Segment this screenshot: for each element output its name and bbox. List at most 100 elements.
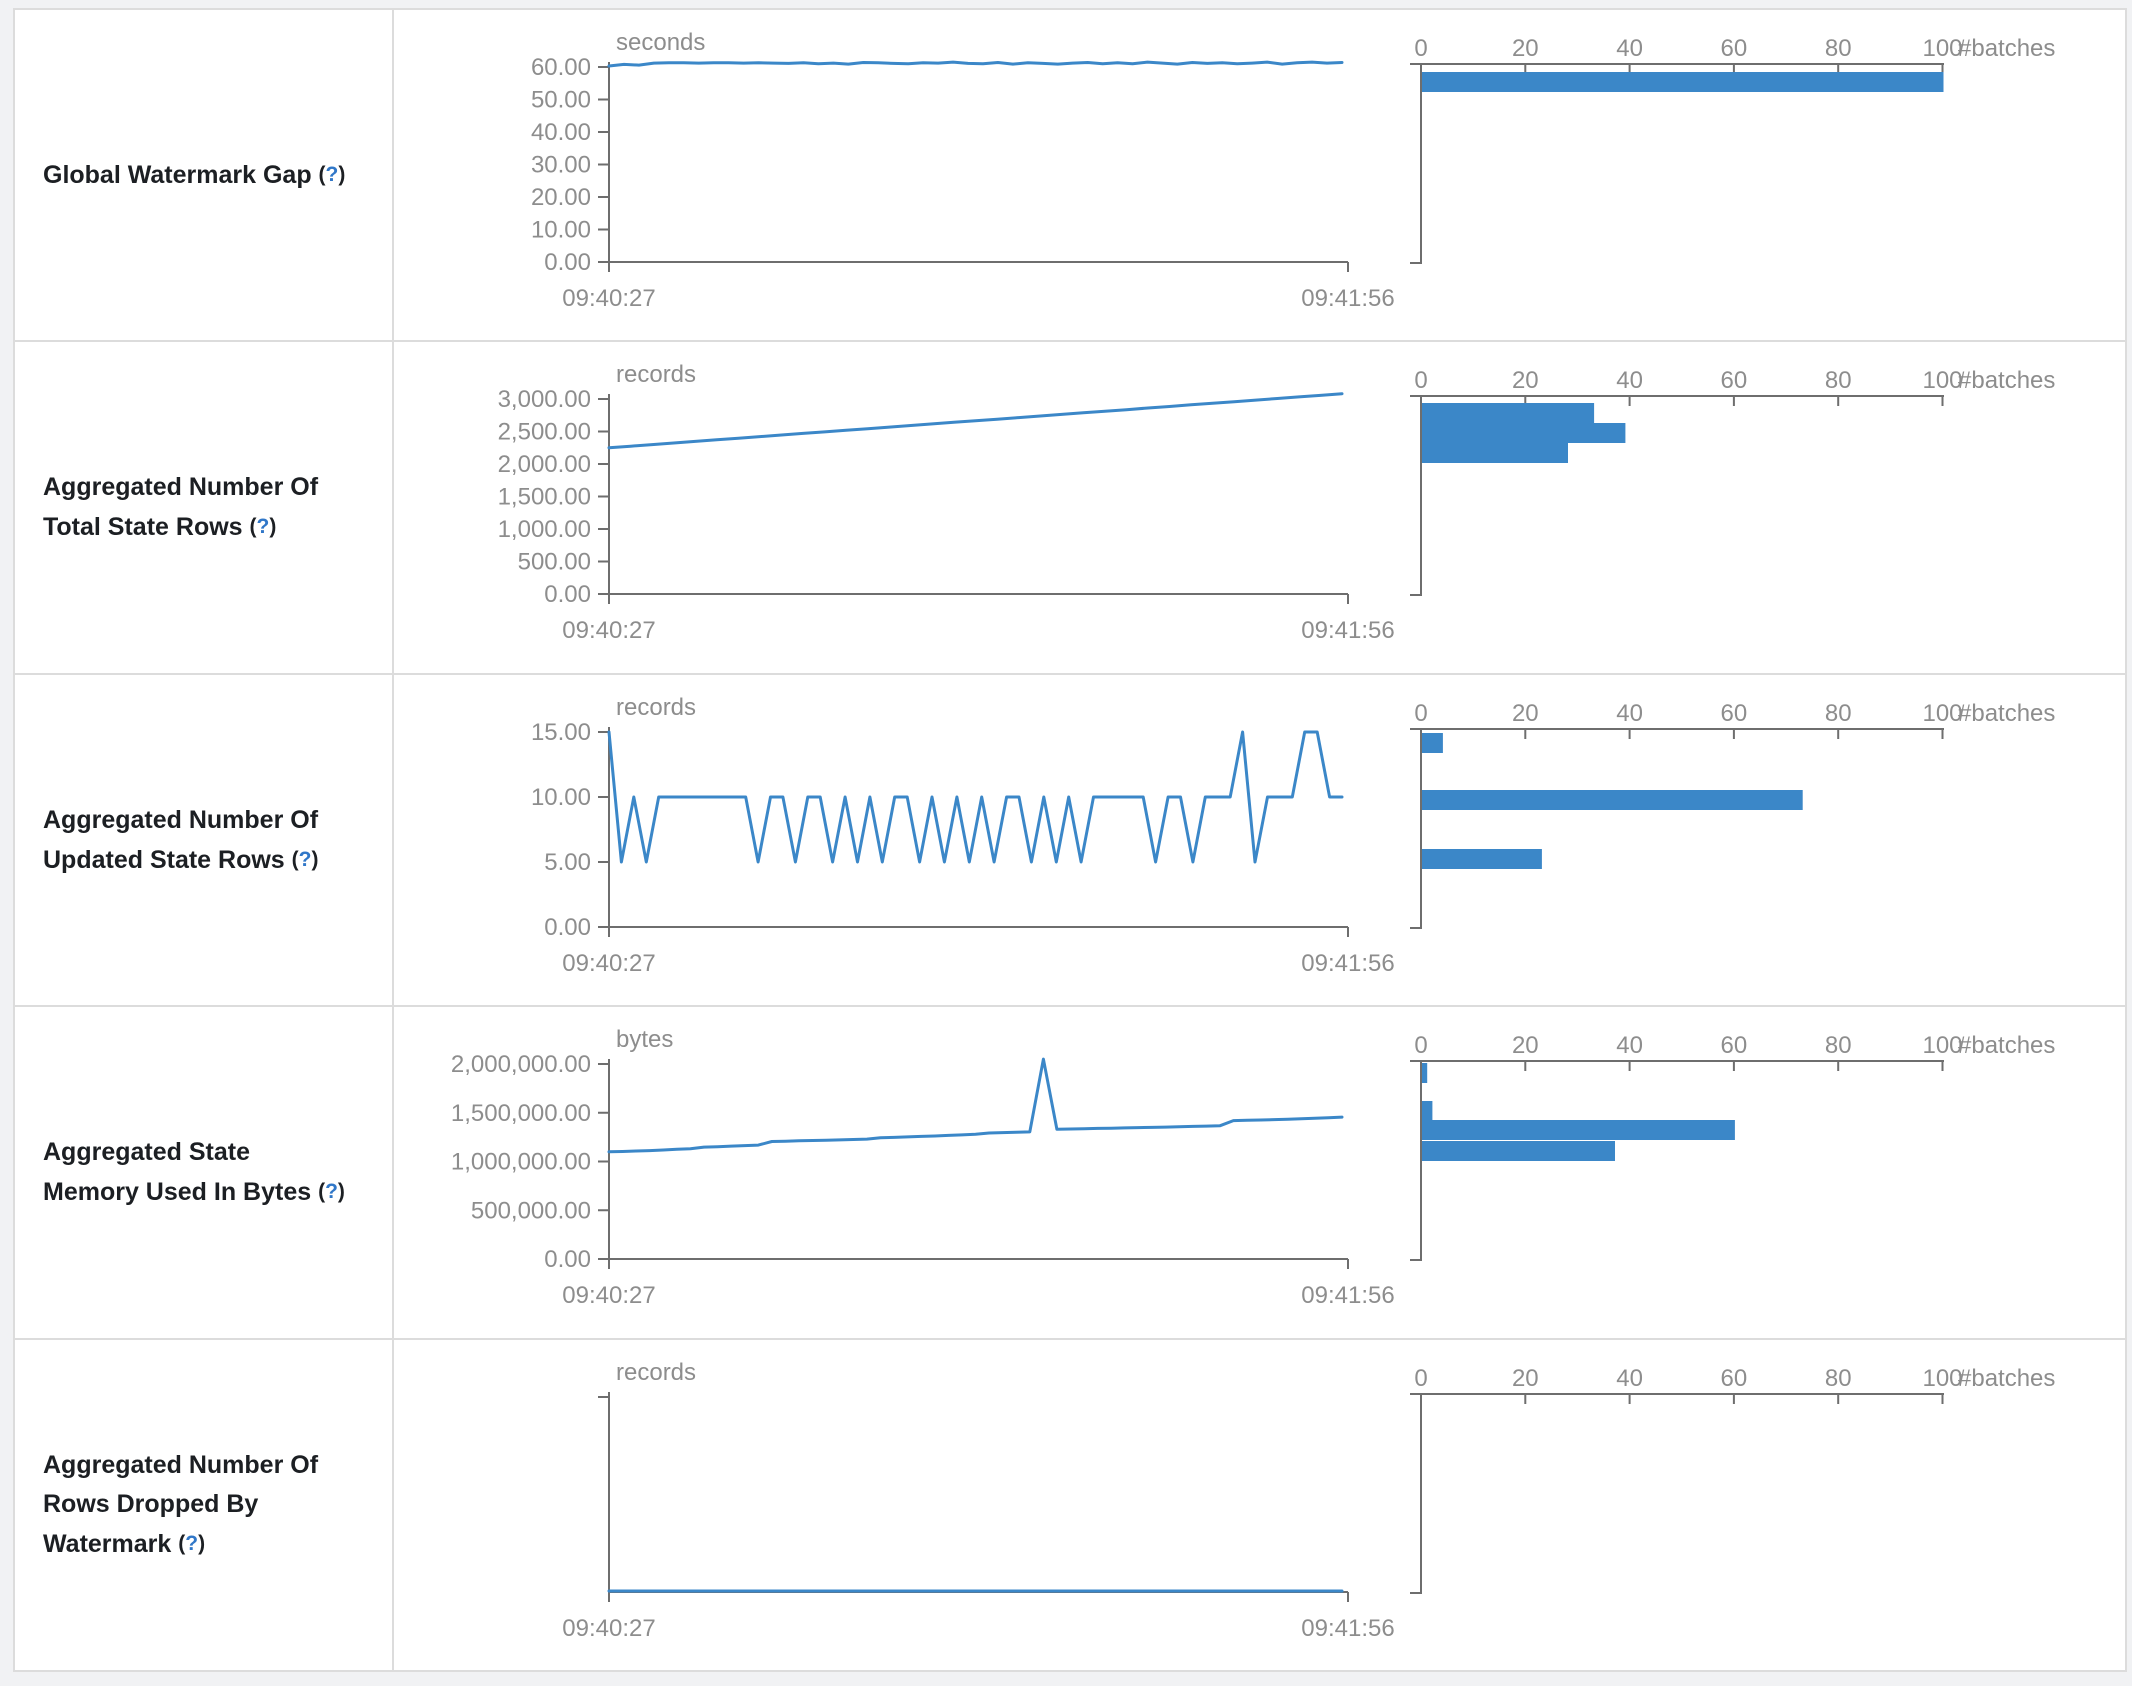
batches-tick-label: 20 xyxy=(1512,1032,1539,1059)
help-paren-close: ) xyxy=(338,163,346,187)
y-tick-label: 1,000.00 xyxy=(498,516,591,543)
metric-label: Aggregated Number Of Updated State Rows … xyxy=(43,801,347,880)
help-paren-close: ) xyxy=(337,1179,345,1203)
y-tick-label: 0.00 xyxy=(544,249,591,276)
hist-bar xyxy=(1422,789,1803,810)
batches-tick-label: 0 xyxy=(1414,1365,1427,1392)
batches-tick-label: 40 xyxy=(1616,367,1643,394)
y-tick-label: 1,000,000.00 xyxy=(451,1149,591,1176)
histogram-chart: 0 20 40 60 80 100#batches xyxy=(1410,35,2055,264)
y-tick-label: 0.00 xyxy=(544,1246,591,1273)
histogram-chart-cell: 0 20 40 60 80 100 #batches xyxy=(1404,10,2125,340)
y-axis-unit-label: records xyxy=(616,1359,696,1386)
batches-tick-label: 20 xyxy=(1512,1365,1539,1392)
batches-axis-label: #batches xyxy=(1958,700,2055,727)
batches-tick-label: 80 xyxy=(1825,367,1852,394)
batches-tick-label: 60 xyxy=(1721,1032,1748,1059)
y-tick-label: 1,500.00 xyxy=(498,484,591,511)
batches-tick-label: 0 xyxy=(1414,367,1427,394)
hist-bar xyxy=(1422,848,1542,869)
help-link[interactable]: (?) xyxy=(178,1532,205,1555)
help-question-icon[interactable]: ? xyxy=(325,1179,338,1203)
batches-tick-label: 40 xyxy=(1616,700,1643,727)
y-tick-label: 30.00 xyxy=(531,152,591,179)
help-paren-close: ) xyxy=(198,1531,206,1555)
metric-label: Global Watermark Gap (?) xyxy=(43,155,345,195)
metric-label-cell: Aggregated Number Of Updated State Rows … xyxy=(15,674,394,1006)
metric-label-cell: Aggregated Number Of Total State Rows (?… xyxy=(15,342,394,673)
batches-tick-label: 80 xyxy=(1825,1032,1852,1059)
y-axis-unit-label: records xyxy=(616,361,696,388)
x-end-label: 09:41:56 xyxy=(1301,1615,1394,1642)
histogram-chart-cell: 0 20 40 60 80 100 #batches xyxy=(1404,342,2125,672)
x-end-label: 09:41:56 xyxy=(1301,285,1394,312)
help-paren-open: ( xyxy=(291,847,299,871)
hist-bar xyxy=(1422,732,1443,753)
metric-row-aggregated-number-of-updated-state-rows: Aggregated Number Of Updated State Rows … xyxy=(15,674,2125,1008)
y-tick-label: 0.00 xyxy=(544,914,591,941)
histogram-chart: 0 20 40 60 80 100#batches xyxy=(1410,367,2055,597)
timeline-chart-cell: records 09:40:27 09:41:56 xyxy=(394,1340,1404,1670)
help-link[interactable]: (?) xyxy=(250,515,277,538)
hist-bar xyxy=(1422,1120,1735,1141)
batches-axis-label: #batches xyxy=(1958,367,2055,394)
timeline-chart-cell: records 0.00 5.00 10.00 15.00 09:40:27 09:41:5… xyxy=(394,675,1404,1005)
metric-label-text: Aggregated Number Of Total State Rows xyxy=(43,473,319,542)
help-link[interactable]: (?) xyxy=(292,848,319,871)
timeline-chart: seconds 0.00 10.00 20.00 30.00 40.00 50.00 60.0… xyxy=(531,29,1395,312)
metric-label: Aggregated Number Of Total State Rows (?… xyxy=(43,468,347,547)
x-start-label: 09:40:27 xyxy=(562,1282,655,1309)
metric-label-cell: Aggregated State Memory Used In Bytes (?… xyxy=(15,1007,394,1338)
timeline-chart: records 0.00 500.00 1,000.00 1,500.00 2,000.0… xyxy=(498,361,1395,644)
x-end-label: 09:41:56 xyxy=(1301,617,1394,644)
batches-axis-label: #batches xyxy=(1958,1365,2055,1392)
x-start-label: 09:40:27 xyxy=(562,950,655,977)
series-line xyxy=(607,730,1344,864)
x-end-label: 09:41:56 xyxy=(1301,950,1394,977)
histogram-chart-cell: 0 20 40 60 80 100 #batches xyxy=(1404,1007,2125,1337)
y-axis-unit-label: bytes xyxy=(616,1026,673,1053)
batches-tick-label: 40 xyxy=(1616,1032,1643,1059)
timeline-chart-cell: seconds 0.00 10.00 20.00 30.00 40.00 50.00 60.0… xyxy=(394,10,1404,340)
help-question-icon[interactable]: ? xyxy=(298,847,312,871)
help-link[interactable]: (?) xyxy=(319,163,346,186)
y-tick-label: 3,000.00 xyxy=(498,386,591,413)
help-link[interactable]: (?) xyxy=(318,1180,345,1203)
batches-axis-label: #batches xyxy=(1958,35,2055,62)
metric-label-text: Aggregated Number Of Updated State Rows xyxy=(43,805,319,874)
y-tick-label: 40.00 xyxy=(531,119,591,146)
metric-label-text: Aggregated State Memory Used In Bytes xyxy=(43,1137,312,1206)
help-question-icon[interactable]: ? xyxy=(325,163,339,187)
metric-label-cell: Aggregated Number Of Rows Dropped By Wat… xyxy=(15,1339,394,1671)
batches-tick-label: 40 xyxy=(1616,35,1643,62)
y-axis-unit-label: records xyxy=(616,694,696,721)
batches-axis-label: #batches xyxy=(1958,1032,2055,1059)
hist-bar xyxy=(1422,443,1568,464)
help-question-icon[interactable]: ? xyxy=(256,515,270,539)
help-paren-open: ( xyxy=(178,1531,186,1555)
batches-tick-label: 100 xyxy=(1922,1365,1962,1392)
batches-tick-label: 80 xyxy=(1825,700,1852,727)
y-tick-label: 10.00 xyxy=(531,784,591,811)
help-paren-open: ( xyxy=(249,515,257,539)
metric-row-aggregated-number-of-rows-dropped-by-watermark: Aggregated Number Of Rows Dropped By Wat… xyxy=(15,1339,2125,1671)
y-tick-label: 60.00 xyxy=(531,54,591,81)
batches-tick-label: 100 xyxy=(1922,1032,1962,1059)
y-tick-label: 1,500,000.00 xyxy=(451,1100,591,1127)
help-question-icon[interactable]: ? xyxy=(185,1531,199,1555)
histogram-chart: 0 20 40 60 80 100#batches xyxy=(1410,1032,2055,1262)
streaming-statistics-table: Global Watermark Gap (?) seconds 0.00 10.0… xyxy=(13,8,2127,1672)
series-line xyxy=(607,392,1344,450)
y-axis-unit-label: seconds xyxy=(616,29,705,56)
y-tick-label: 2,500.00 xyxy=(498,419,591,446)
batches-tick-label: 60 xyxy=(1721,35,1748,62)
batches-tick-label: 0 xyxy=(1414,700,1427,727)
batches-tick-label: 60 xyxy=(1721,1365,1748,1392)
y-tick-label: 10.00 xyxy=(531,217,591,244)
timeline-chart: records 09:40:27 09:41:56 xyxy=(562,1359,1394,1642)
y-tick-label: 5.00 xyxy=(544,849,591,876)
metric-label: Aggregated State Memory Used In Bytes (?… xyxy=(43,1133,347,1212)
y-tick-label: 500.00 xyxy=(518,549,591,576)
batches-tick-label: 20 xyxy=(1512,700,1539,727)
histogram-chart: 0 20 40 60 80 100#batches xyxy=(1410,700,2055,929)
